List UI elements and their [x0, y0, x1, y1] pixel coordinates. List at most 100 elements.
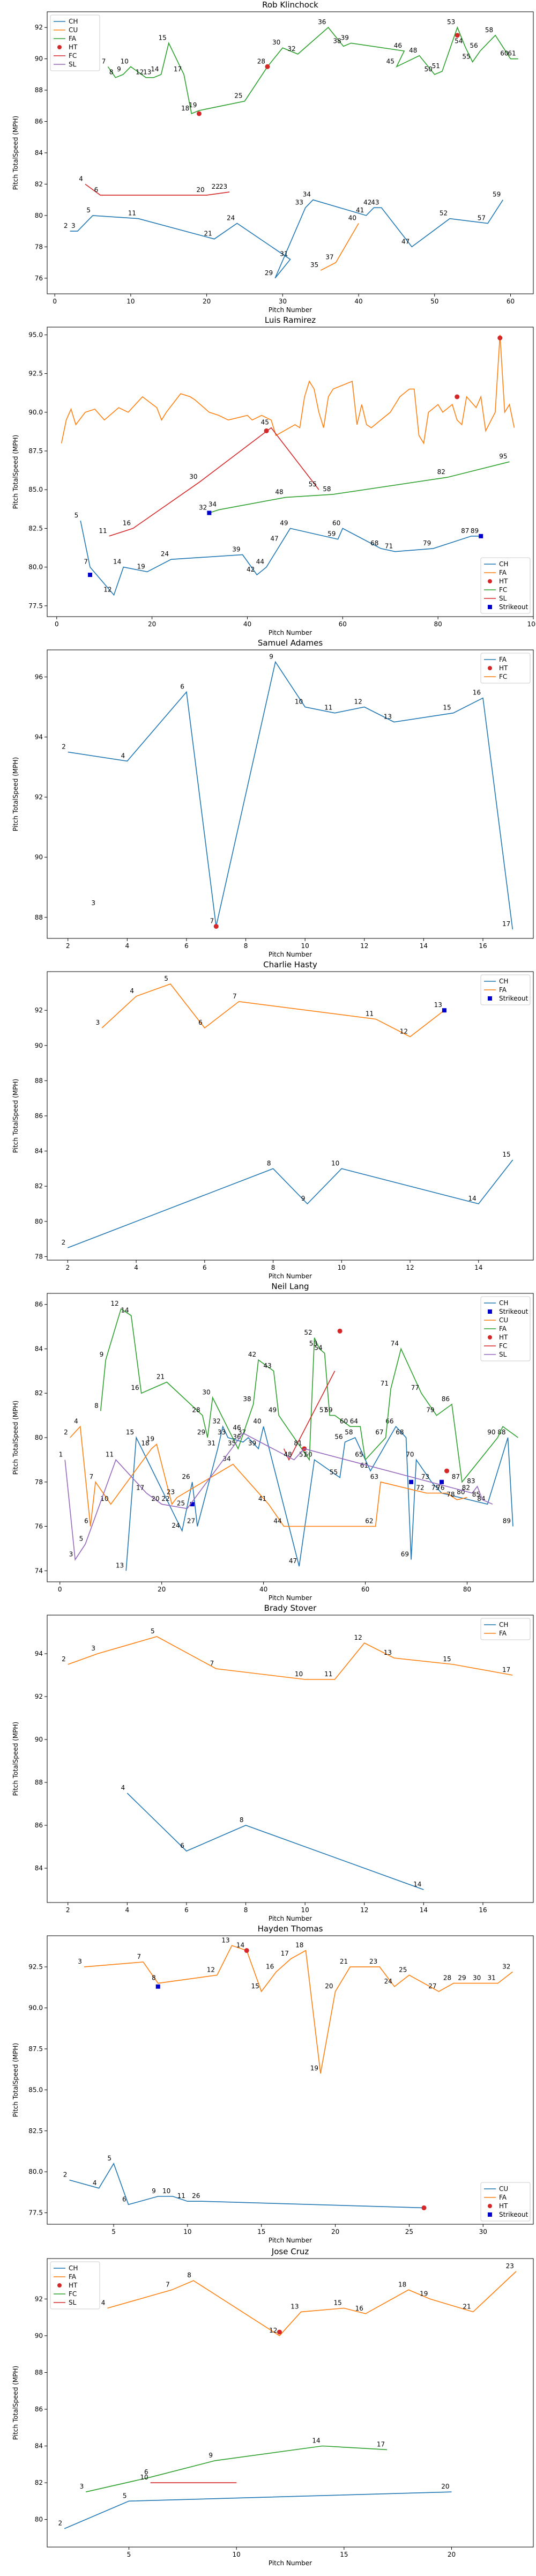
legend-entry: HT	[499, 1334, 508, 1341]
legend-swatch	[488, 1335, 492, 1339]
point-label: 87	[461, 527, 469, 535]
point-label: 62	[365, 1518, 373, 1525]
plot-area: 1315242627313233363739404750555658616668…	[59, 1300, 518, 1571]
point-label: 7	[166, 2281, 170, 2288]
legend-swatch	[488, 666, 492, 670]
x-tick-label: 15	[340, 2551, 348, 2558]
ht-marker	[277, 2329, 282, 2335]
point-label: 64	[350, 1417, 358, 1425]
point-label: 11	[324, 704, 332, 712]
y-tick-label: 84	[35, 1345, 43, 1352]
point-label: 59	[327, 530, 336, 538]
point-label: 2	[64, 222, 68, 230]
point-label: 10	[295, 698, 303, 705]
point-label: 14	[121, 1306, 129, 1314]
point-label: 11	[177, 2192, 185, 2200]
y-tick-label: 88	[35, 914, 43, 921]
point-label: 47	[270, 535, 278, 542]
point-label: 17	[136, 1484, 144, 1491]
point-label: 25	[234, 92, 242, 100]
legend-entry: SL	[499, 1351, 507, 1358]
x-tick-label: 6	[203, 1264, 207, 1271]
y-tick-label: 82	[35, 1389, 43, 1397]
legend-entry: SL	[69, 2299, 77, 2306]
point-label: 17	[281, 1950, 289, 1957]
legend-entry: CH	[499, 1621, 508, 1628]
point-label: 82	[437, 468, 445, 476]
legend-box	[480, 653, 531, 684]
point-label: 23	[506, 2262, 514, 2270]
point-label: 81	[294, 1440, 302, 1447]
strikeout-marker	[442, 1008, 446, 1013]
series-line-ch	[68, 1159, 513, 1248]
point-label: 49	[269, 1407, 277, 1414]
point-label: 23	[369, 1958, 377, 1965]
point-label: 30	[272, 39, 280, 46]
y-tick-label: 80	[35, 2516, 43, 2523]
point-label: 6	[122, 2195, 126, 2203]
point-label: 26	[192, 2192, 200, 2200]
plot-area: 2 5 20 4 7 8 12 13 15 16 18 19 21 23 3 6 9 14 17 10	[58, 2262, 517, 2529]
x-tick-label: 20	[158, 1586, 166, 1593]
legend-entry: CH	[499, 978, 508, 985]
point-label: 2	[63, 2171, 68, 2178]
point-label: 72	[416, 1484, 424, 1491]
point-label: 31	[280, 250, 288, 258]
point-label: 57	[478, 214, 486, 222]
point-label: 30	[202, 1389, 210, 1396]
point-label: 11	[128, 210, 136, 217]
series-line-fc	[283, 1371, 336, 1461]
point-label: 9	[117, 65, 121, 73]
y-tick-label: 92	[35, 1693, 43, 1700]
y-tick-label: 90.0	[28, 409, 43, 416]
point-label: 11	[106, 1450, 114, 1458]
point-label: 32	[212, 1417, 220, 1425]
point-label: 20	[441, 2483, 449, 2490]
x-tick-label: 10	[126, 298, 135, 305]
y-tick-label: 74	[35, 1567, 43, 1574]
chart-title: Neil Lang	[271, 1282, 309, 1291]
point-label: 3	[91, 899, 95, 907]
legend-entry: CU	[499, 1316, 508, 1324]
point-label: 19	[137, 562, 145, 570]
y-tick-label: 86	[35, 118, 43, 125]
x-tick-label: 20	[448, 2551, 456, 2558]
series-line-ch	[80, 520, 481, 596]
point-label: 18	[398, 2281, 406, 2288]
y-tick-label: 87.5	[28, 2045, 43, 2053]
point-label: 77	[411, 1384, 419, 1391]
plot-frame	[47, 327, 534, 617]
x-tick-label: 4	[134, 1264, 138, 1271]
plot-area: 2 4 6 7 9 10 11 12 13 15 16 17 3	[62, 653, 513, 930]
y-tick-label: 82	[35, 180, 43, 188]
x-tick-label: 14	[420, 1906, 428, 1914]
point-label: 5	[123, 2492, 127, 2499]
series-line-fc	[86, 2445, 388, 2492]
strikeout-marker	[409, 1479, 414, 1484]
x-tick-label: 14	[420, 942, 428, 950]
point-label: 13	[143, 69, 151, 76]
y-tick-label: 96	[35, 673, 43, 680]
y-axis-label: Pitch TotalSpeed (MPH)	[12, 1079, 19, 1153]
point-label: 27	[428, 1982, 436, 1990]
y-tick-label: 76	[35, 275, 43, 282]
y-tick-label: 84	[35, 2442, 43, 2450]
point-label: 57	[319, 1407, 327, 1414]
point-label: 30	[473, 1974, 481, 1982]
plot-frame	[47, 11, 534, 294]
point-label: 13	[384, 1649, 392, 1656]
point-label: 29	[197, 1428, 205, 1436]
y-tick-label: 85.0	[28, 2086, 43, 2093]
point-label: 24	[227, 214, 235, 222]
point-label: 84	[477, 1495, 485, 1502]
strikeout-marker	[479, 534, 483, 538]
y-tick-label: 90	[35, 55, 43, 63]
point-label: 45	[386, 57, 394, 65]
legend-entry: FA	[499, 569, 507, 576]
series-line-ch	[70, 199, 503, 279]
